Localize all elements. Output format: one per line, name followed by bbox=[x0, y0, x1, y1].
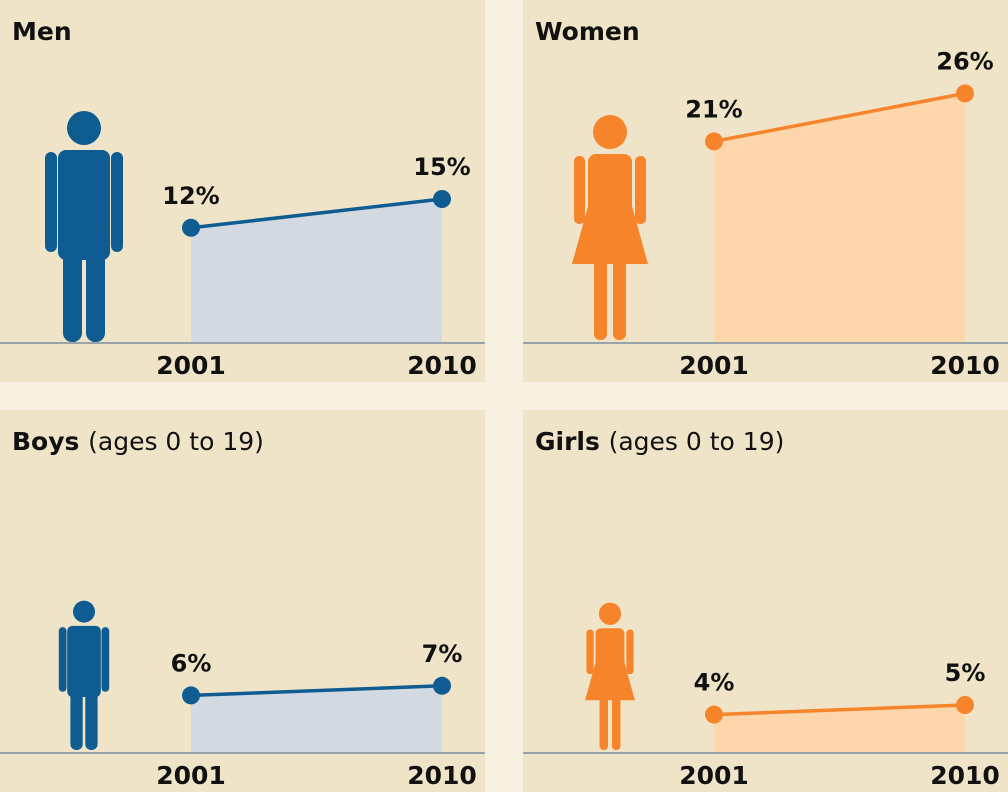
panel-title: Girls (ages 0 to 19) bbox=[535, 427, 784, 456]
title-text: Boys bbox=[12, 427, 79, 456]
icon-arm bbox=[586, 629, 594, 675]
icon-head bbox=[593, 115, 627, 149]
icon-head bbox=[598, 602, 622, 625]
line bbox=[713, 703, 966, 717]
point bbox=[705, 132, 723, 151]
panel-title: Men bbox=[12, 17, 72, 46]
man-icon bbox=[58, 600, 110, 750]
line bbox=[713, 91, 966, 144]
woman-icon bbox=[585, 602, 635, 750]
icon-arm bbox=[626, 629, 634, 675]
icon-arm bbox=[101, 627, 110, 692]
icon-leg bbox=[85, 677, 98, 750]
area bbox=[714, 705, 965, 753]
panel-title: Women bbox=[535, 17, 640, 46]
panel-title: Boys (ages 0 to 19) bbox=[12, 427, 264, 456]
value-label: 15% bbox=[413, 153, 470, 181]
line bbox=[190, 197, 443, 230]
point bbox=[956, 696, 974, 714]
point bbox=[182, 686, 200, 705]
icon-leg bbox=[594, 254, 607, 340]
title-text: Women bbox=[535, 17, 640, 46]
point bbox=[956, 84, 974, 103]
x-tick-label: 2001 bbox=[156, 351, 226, 380]
line bbox=[190, 684, 443, 698]
value-label: 5% bbox=[945, 659, 986, 687]
x-tick-label: 2010 bbox=[930, 351, 1000, 380]
value-label: 4% bbox=[694, 669, 735, 697]
point bbox=[433, 190, 451, 208]
icon-arm bbox=[45, 152, 57, 252]
point bbox=[182, 218, 200, 237]
icon-arm bbox=[635, 156, 646, 224]
icon-arm bbox=[574, 156, 585, 224]
value-label: 12% bbox=[162, 182, 219, 210]
man-icon bbox=[45, 111, 123, 342]
area bbox=[191, 685, 442, 753]
x-tick-label: 2001 bbox=[679, 761, 749, 790]
value-label: 21% bbox=[685, 95, 742, 123]
title-text: Men bbox=[12, 17, 72, 46]
icon-arm bbox=[58, 627, 67, 692]
subtitle-text: (ages 0 to 19) bbox=[88, 427, 264, 456]
icon-leg bbox=[611, 693, 621, 750]
icon-leg bbox=[70, 677, 83, 750]
panel: Girls (ages 0 to 19) 4% 2001 5% 2010 bbox=[523, 410, 1008, 792]
x-tick-label: 2010 bbox=[407, 761, 477, 790]
icon-leg bbox=[63, 230, 82, 342]
icon-head bbox=[67, 111, 101, 145]
icon-skirt bbox=[585, 657, 635, 701]
value-label: 6% bbox=[171, 649, 212, 677]
woman-icon bbox=[572, 115, 648, 340]
value-label: 26% bbox=[936, 47, 993, 75]
point bbox=[433, 676, 451, 695]
icon-head bbox=[73, 600, 95, 623]
icon-leg bbox=[86, 230, 105, 342]
x-tick-label: 2001 bbox=[156, 761, 226, 790]
point bbox=[705, 705, 723, 724]
x-tick-label: 2001 bbox=[679, 351, 749, 380]
icon-leg bbox=[599, 693, 609, 750]
subtitle-text: (ages 0 to 19) bbox=[609, 427, 785, 456]
title-text: Girls bbox=[535, 427, 600, 456]
x-tick-label: 2010 bbox=[407, 351, 477, 380]
area bbox=[191, 199, 442, 343]
icon-arm bbox=[111, 152, 123, 252]
icon-leg bbox=[613, 254, 626, 340]
x-tick-label: 2010 bbox=[930, 761, 1000, 790]
area bbox=[714, 93, 965, 344]
value-label: 7% bbox=[422, 640, 463, 668]
icon-skirt bbox=[572, 199, 648, 264]
